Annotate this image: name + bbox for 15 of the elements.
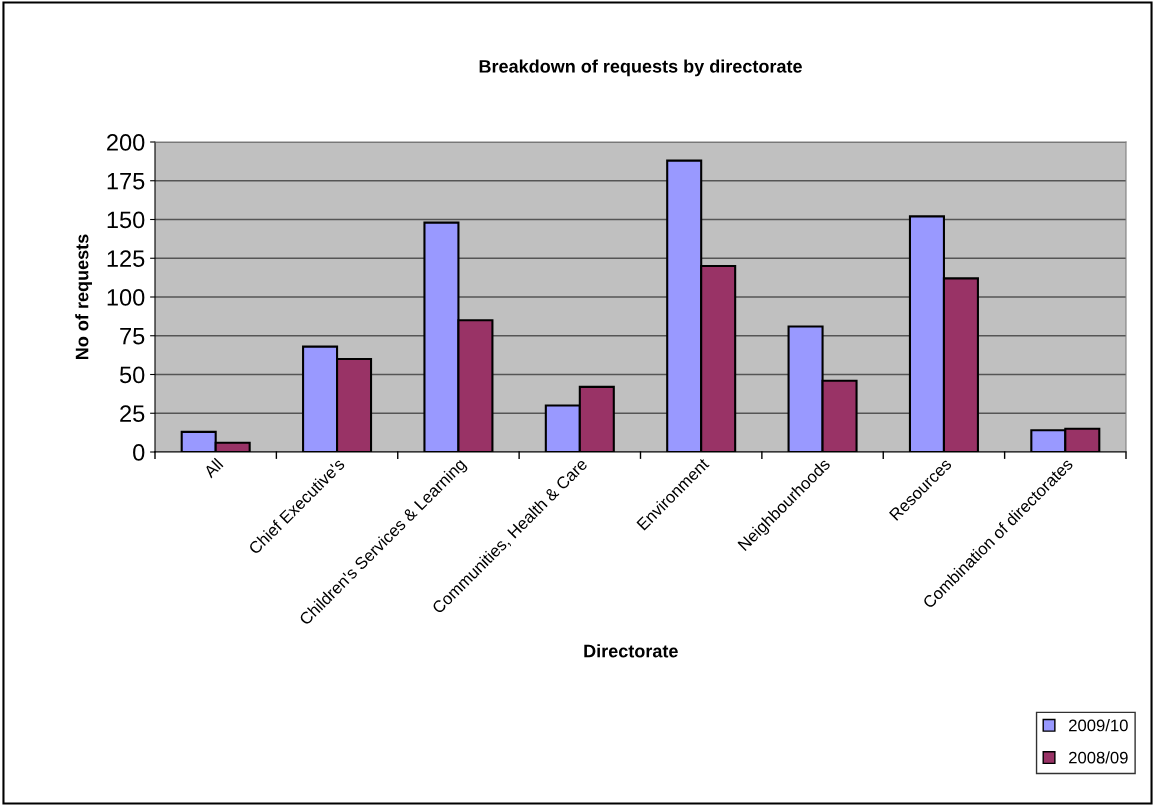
y-tick-label: 200 xyxy=(107,134,145,151)
chart-title: Breakdown of requests by directorate xyxy=(479,59,802,77)
x-axis-title: Directorate xyxy=(584,644,678,658)
legend-label: 2008/09 xyxy=(1069,751,1128,764)
legend-label: 2009/10 xyxy=(1069,719,1128,732)
y-tick-label: 150 xyxy=(107,211,145,229)
y-tick-label: 175 xyxy=(107,173,145,190)
y-tick-label: 100 xyxy=(107,289,145,306)
y-tick-label: 0 xyxy=(133,444,145,461)
y-tick-label: 50 xyxy=(119,366,145,384)
y-tick-label: 25 xyxy=(120,405,145,423)
y-tick-label: 125 xyxy=(107,250,145,268)
y-tick-label: 75 xyxy=(120,328,145,345)
y-axis-title: No of requests xyxy=(75,234,92,359)
x-tick-label: All xyxy=(202,457,224,479)
